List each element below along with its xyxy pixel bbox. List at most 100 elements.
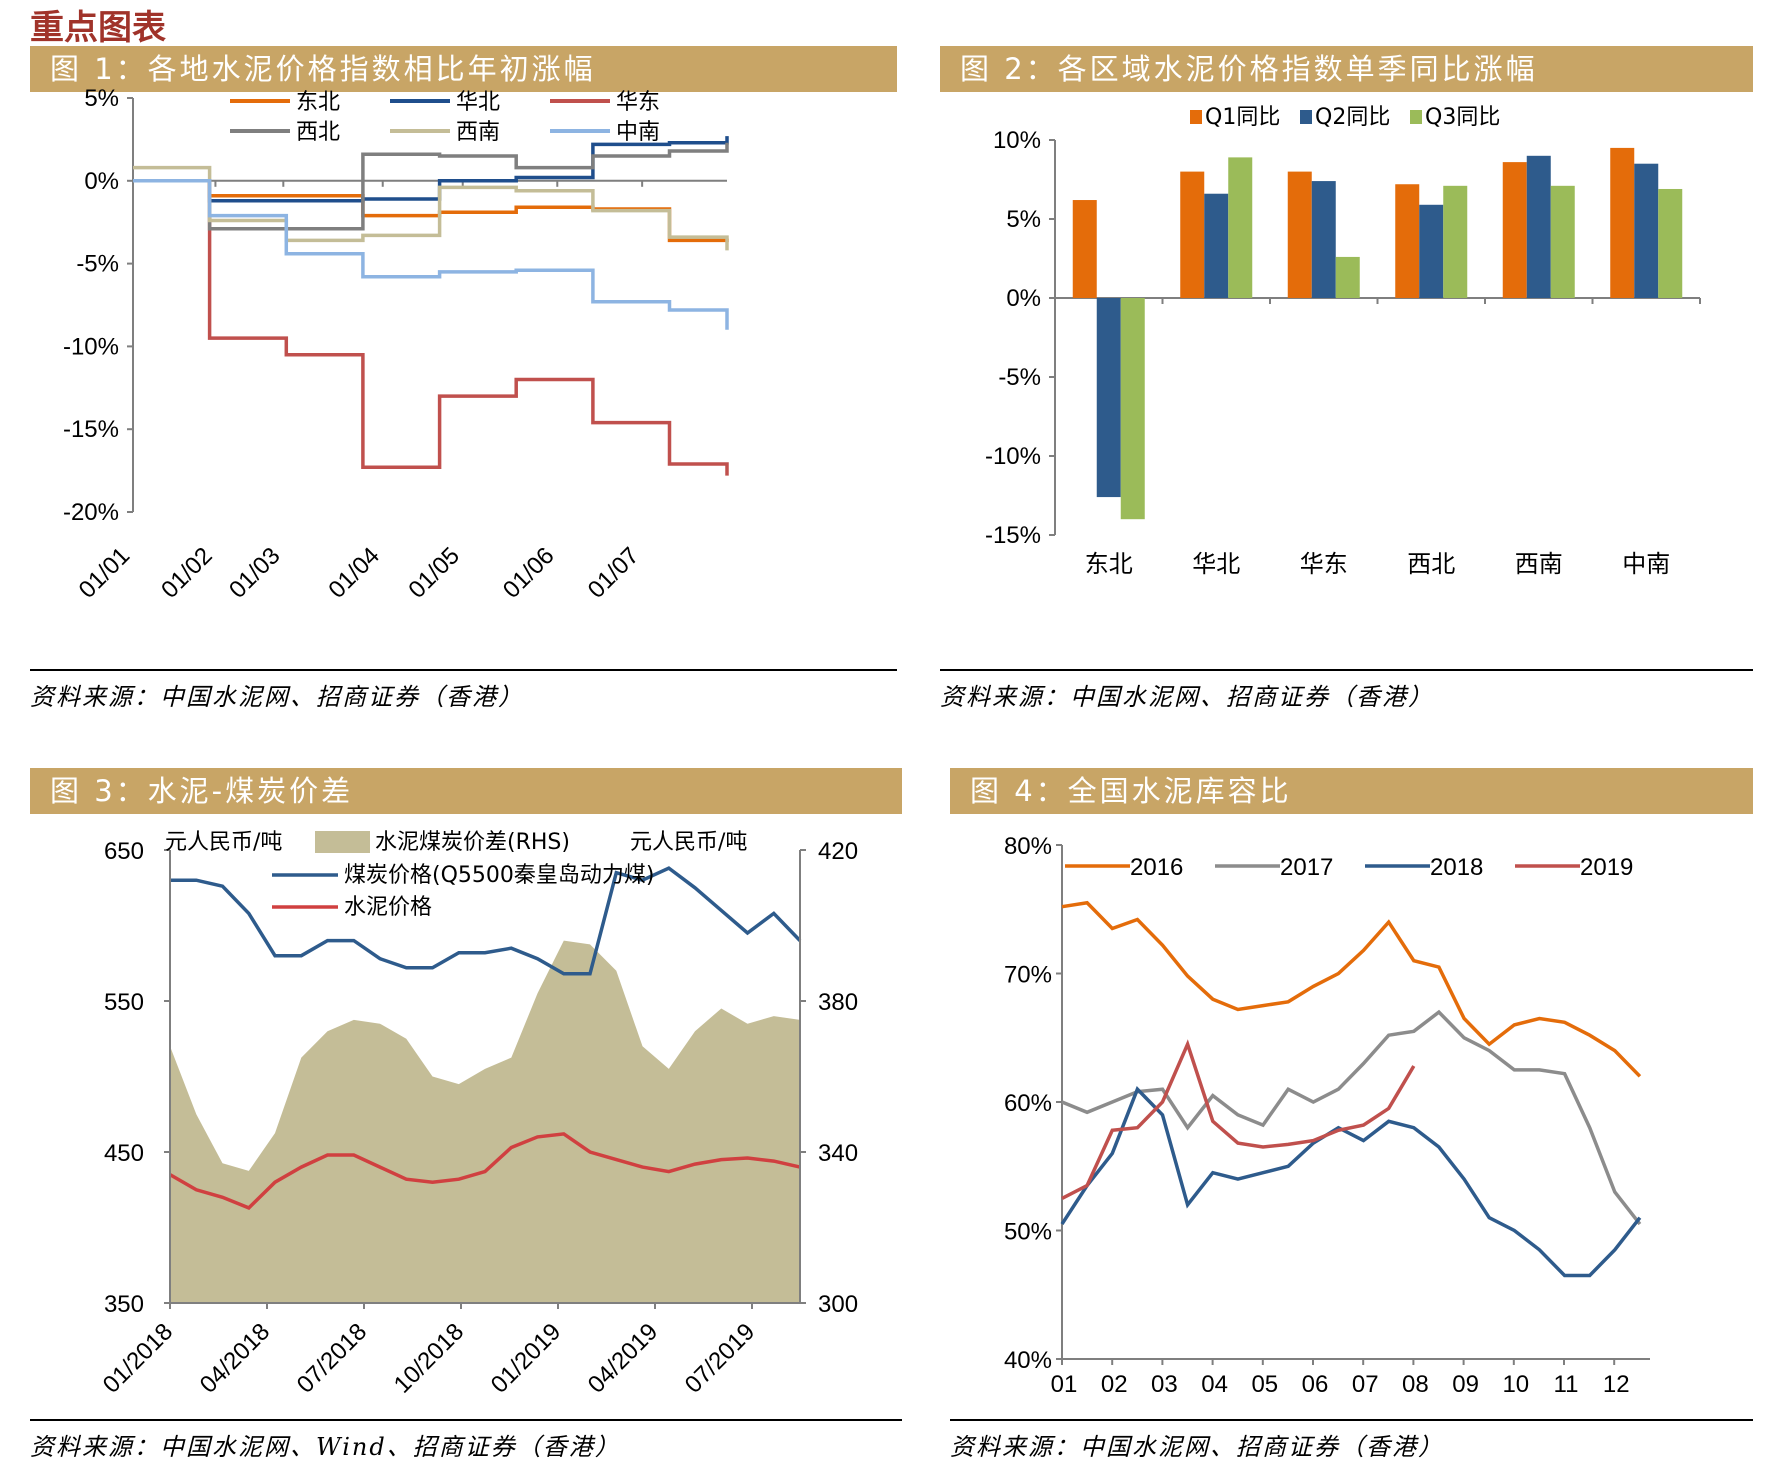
y-tick-label: -5% bbox=[998, 364, 1041, 391]
legend-swatch bbox=[1300, 110, 1312, 124]
legend-label: 东北 bbox=[296, 90, 340, 115]
legend-label: 华东 bbox=[616, 90, 660, 115]
x-tick-label: 01/2018 bbox=[98, 1318, 178, 1398]
bar-Q3同比 bbox=[1120, 298, 1145, 520]
series-line-华北 bbox=[133, 136, 729, 203]
category-label: 西南 bbox=[1515, 550, 1563, 578]
series-line-华东 bbox=[133, 179, 729, 476]
legend-label: 中南 bbox=[616, 120, 660, 145]
area-spread bbox=[170, 940, 800, 1303]
x-tick-label: 01 bbox=[1051, 1371, 1078, 1398]
x-tick-label: 10/2018 bbox=[389, 1318, 469, 1398]
legend-label: Q2同比 bbox=[1315, 105, 1390, 130]
x-tick-label: 01/05 bbox=[403, 542, 465, 604]
x-tick-label: 01/01 bbox=[74, 542, 136, 604]
y-tick-label: 0% bbox=[84, 168, 119, 195]
x-tick-label: 01/07 bbox=[583, 542, 645, 604]
category-label: 中南 bbox=[1622, 550, 1670, 578]
bar-Q3同比 bbox=[1335, 256, 1360, 298]
legend-swatch bbox=[315, 831, 370, 853]
legend-swatch bbox=[1190, 110, 1202, 124]
units-left: 元人民币/吨 bbox=[165, 830, 282, 855]
x-tick-label: 11 bbox=[1554, 1371, 1579, 1398]
x-tick-label: 01/03 bbox=[224, 542, 286, 604]
y-tick-label: 0% bbox=[1006, 285, 1041, 312]
category-label: 东北 bbox=[1085, 550, 1133, 578]
y-tick-label-right: 300 bbox=[818, 1291, 858, 1318]
figure-1-title: 图 1：各地水泥价格指数相比年初涨幅 bbox=[30, 46, 897, 92]
y-tick-label: 10% bbox=[993, 127, 1041, 154]
bar-Q1同比 bbox=[1180, 171, 1205, 298]
bar-Q2同比 bbox=[1526, 155, 1551, 298]
bar-Q2同比 bbox=[1634, 163, 1659, 298]
chart-1: 5% 0% -5% -10% -15% -20% 01/01 01/02 01/03 01/04 0… bbox=[63, 85, 729, 604]
y-tick-label: 60% bbox=[1004, 1090, 1052, 1117]
x-tick-label: 05 bbox=[1251, 1371, 1278, 1398]
y-tick-label: -5% bbox=[76, 251, 119, 278]
x-tick-label: 08 bbox=[1402, 1371, 1429, 1398]
y-tick-label-left: 350 bbox=[104, 1291, 144, 1318]
legend-label: 煤炭价格(Q5500秦皇岛动力煤) bbox=[344, 863, 654, 888]
x-tick-label: 04 bbox=[1201, 1371, 1228, 1398]
x-tick-label: 01/04 bbox=[323, 542, 385, 604]
series-line-2019 bbox=[1061, 1039, 1416, 1200]
category-label: 西北 bbox=[1407, 550, 1455, 578]
legend-label: 2019 bbox=[1580, 854, 1633, 881]
x-tick-label: 02 bbox=[1101, 1371, 1128, 1398]
bar-Q3同比 bbox=[1443, 185, 1468, 298]
legend-label: 华北 bbox=[456, 90, 500, 115]
legend-swatch bbox=[1410, 110, 1422, 124]
figure-3-title: 图 3：水泥-煤炭价差 bbox=[30, 768, 902, 814]
series-line-中南 bbox=[133, 179, 729, 330]
bar-Q2同比 bbox=[1311, 181, 1336, 298]
legend-label: 西北 bbox=[296, 120, 340, 145]
legend-label: 西南 bbox=[456, 120, 500, 145]
legend-label: 2018 bbox=[1430, 854, 1483, 881]
x-tick-label: 07 bbox=[1352, 1371, 1379, 1398]
legend-label: 水泥价格 bbox=[344, 895, 432, 920]
figure-4-title: 图 4：全国水泥库容比 bbox=[950, 768, 1753, 814]
bar-Q2同比 bbox=[1204, 193, 1229, 298]
y-tick-label-right: 420 bbox=[818, 838, 858, 865]
legend-label: 2017 bbox=[1280, 854, 1333, 881]
legend-label: Q3同比 bbox=[1425, 105, 1500, 130]
y-tick-label-right: 380 bbox=[818, 989, 858, 1016]
x-tick-label: 07/2019 bbox=[680, 1318, 760, 1398]
legend-label: 水泥煤炭价差(RHS) bbox=[375, 830, 570, 855]
x-tick-label: 12 bbox=[1603, 1371, 1630, 1398]
y-tick-label-right: 340 bbox=[818, 1140, 858, 1167]
figure-1-source: 资料来源：中国水泥网、招商证券（香港） bbox=[30, 669, 897, 712]
series-line-煤炭价格(Q5500秦皇岛动力煤) bbox=[170, 866, 802, 976]
units-right: 元人民币/吨 bbox=[630, 830, 747, 855]
y-tick-label: -10% bbox=[63, 333, 119, 360]
bar-Q3同比 bbox=[1228, 157, 1253, 298]
x-tick-label: 01/06 bbox=[498, 542, 560, 604]
bar-Q3同比 bbox=[1550, 185, 1575, 298]
y-tick-label-left: 650 bbox=[104, 838, 144, 865]
bar-Q2同比 bbox=[1096, 298, 1121, 498]
y-tick-label: 70% bbox=[1004, 962, 1052, 989]
x-tick-label: 07/2018 bbox=[292, 1318, 372, 1398]
bar-Q2同比 bbox=[1419, 204, 1444, 298]
y-tick-label: 5% bbox=[84, 85, 119, 112]
bar-Q1同比 bbox=[1072, 200, 1097, 298]
y-tick-label-left: 450 bbox=[104, 1140, 144, 1167]
figure-2-source: 资料来源：中国水泥网、招商证券（香港） bbox=[940, 669, 1753, 712]
x-tick-label: 03 bbox=[1151, 1371, 1178, 1398]
bar-Q1同比 bbox=[1287, 171, 1312, 298]
bar-Q1同比 bbox=[1502, 162, 1527, 298]
bar-Q3同比 bbox=[1658, 188, 1683, 298]
y-tick-label-left: 550 bbox=[104, 989, 144, 1016]
y-tick-label: -10% bbox=[985, 443, 1041, 470]
chart-4: 80% 70% 60% 50% 40%01 02 03 04 05 06 07 08 09 10 11 12 2… bbox=[1004, 833, 1650, 1398]
chart-2: 10% 5% 0% -5% -10% -15% 东北 华北 华东 西北 西南 中南 Q1同比 Q2同比 Q3… bbox=[985, 105, 1701, 578]
category-label: 华北 bbox=[1192, 550, 1240, 578]
series-line-2016 bbox=[1061, 900, 1642, 1078]
y-tick-label: 80% bbox=[1004, 833, 1052, 860]
bar-Q1同比 bbox=[1610, 147, 1635, 298]
x-tick-label: 06 bbox=[1302, 1371, 1329, 1398]
x-tick-label: 10 bbox=[1502, 1371, 1529, 1398]
legend-label: 2016 bbox=[1130, 854, 1183, 881]
y-tick-label: -20% bbox=[63, 499, 119, 526]
